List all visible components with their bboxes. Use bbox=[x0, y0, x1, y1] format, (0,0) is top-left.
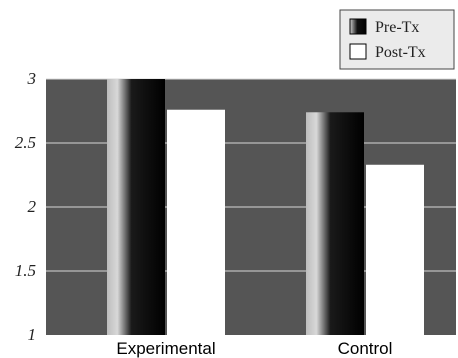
legend-label-pre-tx: Pre-Tx bbox=[375, 19, 419, 36]
y-tick-label: 3 bbox=[27, 69, 37, 88]
y-tick-label: 2.5 bbox=[15, 133, 36, 152]
y-tick-label: 1.5 bbox=[15, 261, 36, 280]
legend-label-post-tx: Post-Tx bbox=[375, 44, 426, 61]
x-category-label: Control bbox=[338, 339, 393, 358]
legend-swatch-pre-tx bbox=[349, 18, 367, 35]
bar-pre-tx-control bbox=[306, 112, 364, 335]
x-axis-category-labels: Experimental Control bbox=[116, 339, 392, 358]
y-tick-label: 1 bbox=[28, 325, 37, 344]
bars bbox=[107, 79, 424, 335]
bar-pre-tx-experimental bbox=[107, 79, 165, 335]
bar-post-tx-control bbox=[366, 164, 424, 335]
y-tick-label: 2 bbox=[28, 197, 37, 216]
y-axis-tick-labels: 1 1.5 2 2.5 3 bbox=[15, 69, 37, 344]
legend-swatch-post-tx bbox=[349, 43, 367, 60]
bar-post-tx-experimental bbox=[167, 109, 225, 335]
legend: Pre-Tx Post-Tx bbox=[339, 9, 455, 70]
x-category-label: Experimental bbox=[116, 339, 215, 358]
